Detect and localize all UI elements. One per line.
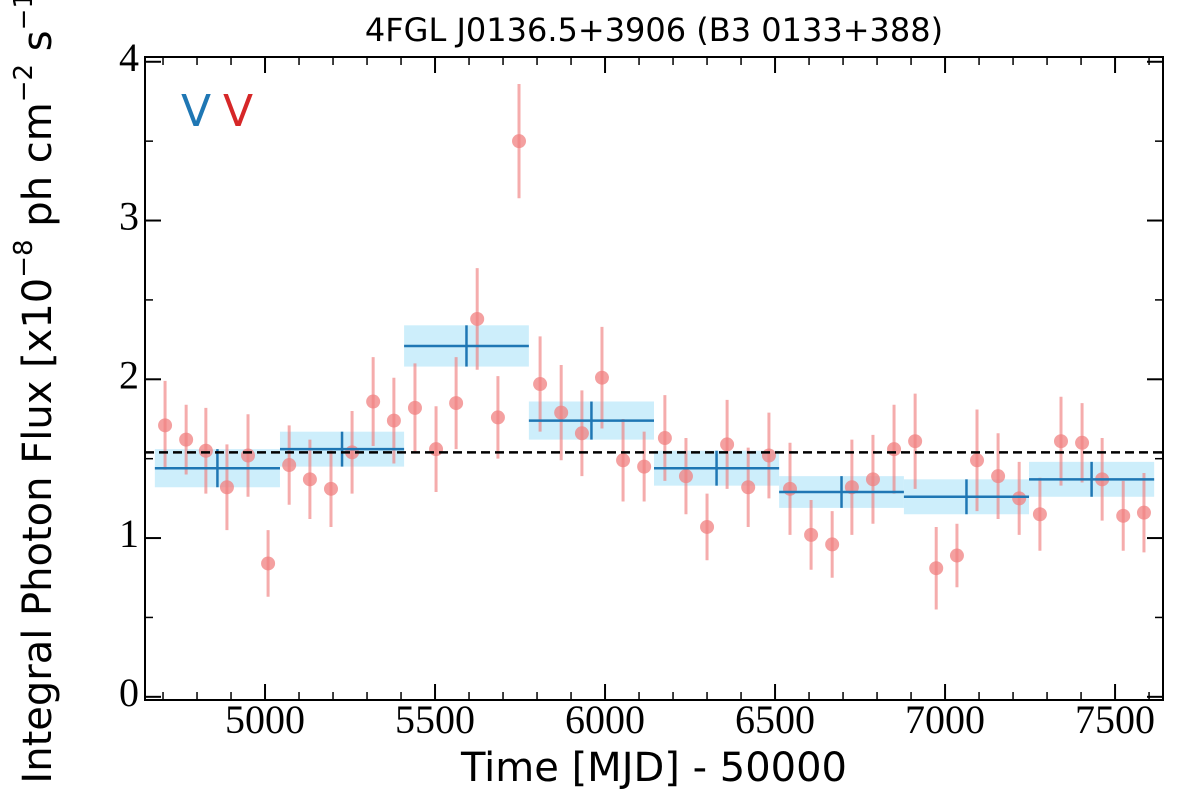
x-tick-label: 6500 [735, 697, 815, 742]
data-point [1012, 491, 1027, 506]
data-point [490, 410, 505, 425]
data-point [720, 437, 735, 452]
data-point [470, 311, 485, 326]
data-point [574, 426, 589, 441]
data-point [783, 481, 798, 496]
data-point [1053, 434, 1068, 449]
x-tick-label: 7000 [905, 697, 985, 742]
annotation: V [181, 86, 211, 137]
y-tick-label: 3 [119, 194, 139, 239]
data-point [761, 448, 776, 463]
y-tick-label: 2 [119, 352, 139, 397]
data-point [637, 459, 652, 474]
data-point [261, 556, 276, 571]
y-label-part: −1 [9, 0, 39, 30]
data-point [970, 453, 985, 468]
x-tick-label: 5500 [395, 697, 475, 742]
y-label-part: Integral Photon Flux [x10 [15, 278, 61, 784]
x-tick-label: 7500 [1075, 697, 1155, 742]
data-point [991, 469, 1006, 484]
data-point [407, 400, 422, 415]
data-point [594, 370, 609, 385]
data-point [1032, 507, 1047, 522]
y-label-part: ph cm [15, 102, 61, 239]
data-point [533, 377, 548, 392]
y-label-part: s [15, 30, 61, 64]
data-point [429, 442, 444, 457]
data-point [825, 537, 840, 552]
y-tick-label: 1 [119, 511, 139, 556]
data-point [386, 413, 401, 428]
data-point [198, 443, 213, 458]
data-point [678, 469, 693, 484]
data-point [929, 561, 944, 576]
data-point [908, 434, 923, 449]
data-point [1075, 435, 1090, 450]
x-tick-label: 5000 [225, 697, 305, 742]
plot-frame [144, 56, 1164, 701]
data-point [512, 134, 527, 149]
data-point [158, 418, 173, 433]
data-point [887, 442, 902, 457]
x-axis-label: Time [MJD] - 50000 [460, 745, 847, 791]
data-point [219, 480, 234, 495]
annotation: V [223, 86, 253, 137]
data-point [366, 394, 381, 409]
data-point [282, 458, 297, 473]
data-point [449, 396, 464, 411]
data-point [804, 527, 819, 542]
data-point [657, 431, 672, 446]
data-point [741, 480, 756, 495]
data-point [865, 472, 880, 487]
data-point [1116, 508, 1131, 523]
data-point [844, 480, 859, 495]
data-point [949, 548, 964, 563]
data-point [616, 453, 631, 468]
y-tick-label: 4 [119, 35, 139, 80]
data-point [241, 448, 256, 463]
data-point [323, 481, 338, 496]
y-label-part: −8 [9, 239, 39, 277]
data-point [1136, 505, 1151, 520]
data-point [700, 519, 715, 534]
data-point [302, 472, 317, 487]
data-point [554, 405, 569, 420]
chart-title: 4FGL J0136.5+3906 (B3 0133+388) [365, 11, 943, 49]
y-tick-label: 0 [119, 670, 139, 715]
data-point [179, 432, 194, 447]
y-label-part: −2 [9, 64, 39, 102]
y-axis-label: Integral Photon Flux [x10−8 ph cm−2 s−1] [9, 0, 62, 784]
x-tick-label: 6000 [565, 697, 645, 742]
